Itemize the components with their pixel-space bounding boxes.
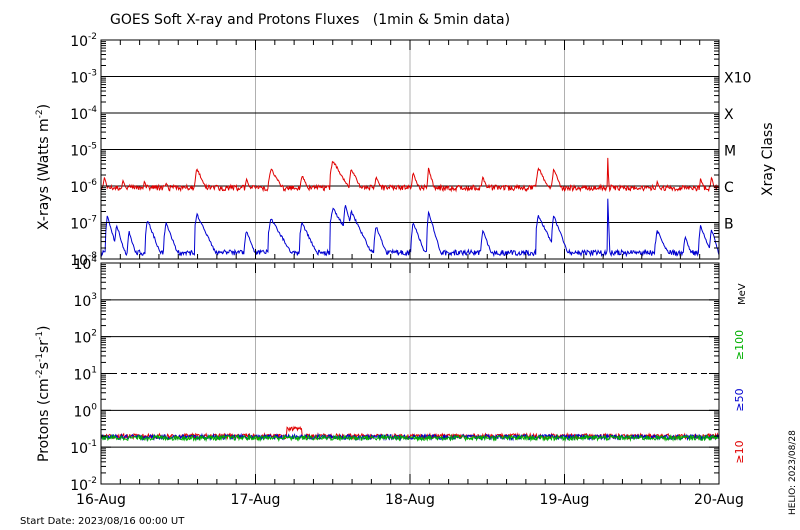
proton-y-tick-label: 100: [73, 402, 97, 420]
energy-threshold-label: ≥100: [733, 330, 746, 360]
energy-unit-label: MeV: [737, 283, 748, 305]
xray-class-label: M: [724, 144, 736, 160]
series-layer: [100, 157, 720, 443]
xray-class-label: B: [724, 217, 734, 233]
xray-y-tick-label: 10-5: [70, 142, 97, 160]
xray-y-tick-label: 10-8: [70, 251, 97, 269]
energy-threshold-label: ≥50: [733, 388, 746, 411]
x-tick-label: 18-Aug: [385, 492, 435, 508]
proton-y-tick-label: 10-1: [70, 439, 97, 457]
proton-y-tick-label: 101: [73, 366, 97, 384]
chart-title: GOES Soft X-ray and Protons Fluxes (1min…: [110, 12, 510, 28]
grid-layer: [101, 40, 719, 484]
xray-y-tick-label: 10-2: [70, 32, 97, 50]
x-tick-label: 20-Aug: [694, 492, 744, 508]
xray-class-label: X10: [724, 71, 751, 87]
proton-y-tick-label: 104: [73, 255, 97, 273]
x-tick-label: 17-Aug: [231, 492, 281, 508]
xray-y-tick-label: 10-3: [70, 69, 97, 87]
x-tick-label: 19-Aug: [540, 492, 590, 508]
xray-y-axis-label: X-rays (Watts m-2): [35, 104, 52, 230]
xray-class-axis-label: Xray Class: [760, 123, 776, 197]
proton-series-ge100: [100, 433, 720, 443]
proton-series-ge50: [100, 432, 720, 442]
energy-threshold-label: ≥10: [733, 440, 746, 463]
proton-y-axis-label: Protons (cm-2s-1sr-1): [35, 326, 52, 462]
proton-y-tick-label: 10-2: [70, 476, 97, 494]
xray-class-label: C: [724, 180, 734, 196]
xray-y-tick-label: 10-4: [70, 105, 97, 123]
proton-y-tick-label: 102: [73, 329, 97, 347]
proton-y-tick-label: 103: [73, 292, 97, 310]
xray-y-tick-label: 10-7: [70, 215, 97, 233]
start-date-label: Start Date: 2023/08/16 00:00 UT: [20, 516, 185, 527]
credit-label: HELIO: 2023/08/28: [788, 430, 798, 515]
xray-class-label: X: [724, 107, 734, 123]
xray-long-series: [100, 157, 720, 193]
xray-y-tick-label: 10-6: [70, 178, 97, 196]
x-tick-label: 16-Aug: [76, 492, 126, 508]
